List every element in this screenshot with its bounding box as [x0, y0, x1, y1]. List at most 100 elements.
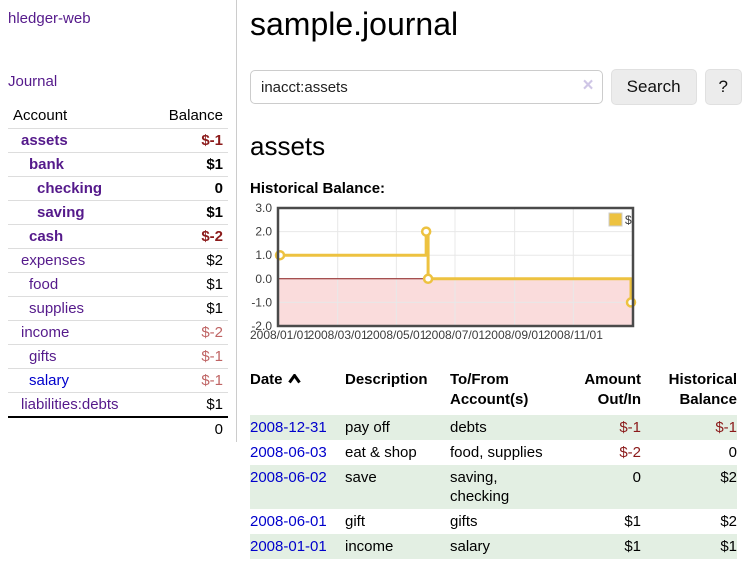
account-balance: $1 [151, 392, 228, 417]
svg-text:1.0: 1.0 [255, 248, 272, 262]
search-form: × Search ? [250, 69, 742, 105]
transaction-date-link[interactable]: 2008-12-31 [250, 419, 327, 436]
account-balance: $-1 [151, 368, 228, 393]
accounts-table: Account Balance assets $-1 bank $1 checking 0… [8, 103, 228, 441]
transaction-accounts: salary [450, 538, 491, 555]
account-link[interactable]: liabilities:debts [21, 396, 119, 413]
accounts-header-balance: Balance [168, 107, 223, 124]
svg-text:0.0: 0.0 [255, 272, 272, 286]
transaction-accounts: gifts [450, 513, 478, 530]
account-link[interactable]: cash [29, 228, 64, 245]
transaction-amount: $-2 [619, 444, 641, 461]
transaction-date-link[interactable]: 2008-01-01 [250, 538, 327, 555]
svg-text:2008/11/01: 2008/11/01 [544, 328, 603, 342]
account-balance: $1 [151, 296, 228, 321]
account-balance: $1 [151, 152, 228, 177]
account-row: liabilities:debts $1 [8, 392, 228, 417]
account-row: income $-2 [8, 320, 228, 345]
account-balance: $-1 [151, 128, 228, 153]
balance-chart: 3.0 2.0 1.0 0.0 -1.0 -2.0 2008/01/01 2008/03/01… [246, 201, 642, 342]
transaction-amount: $1 [624, 538, 641, 555]
register-column-header: Historical Balance [668, 371, 737, 408]
register-row: 2008-06-01 gift gifts $1 $2 [250, 509, 737, 534]
account-row: expenses $2 [8, 248, 228, 273]
transaction-accounts: saving, checking [450, 469, 510, 505]
accounts-total: 0 [151, 416, 228, 441]
accounts-header-account: Account [13, 107, 68, 124]
transaction-description: gift [345, 513, 366, 530]
chart-legend: $ [608, 212, 632, 227]
svg-text:2008/03/01: 2008/03/01 [308, 328, 368, 342]
account-title: assets [250, 131, 326, 161]
account-row: assets $-1 [8, 128, 228, 153]
transaction-accounts: debts [450, 419, 487, 436]
svg-text:2008/01/01: 2008/01/01 [250, 328, 310, 342]
account-row: bank $1 [8, 152, 228, 177]
transaction-balance: $-1 [715, 419, 737, 436]
svg-text:2008/07/01: 2008/07/01 [425, 328, 485, 342]
account-row: food $1 [8, 272, 228, 297]
svg-text:$: $ [625, 213, 632, 227]
account-link[interactable]: gifts [29, 348, 57, 365]
transaction-balance: $2 [720, 513, 737, 530]
app-brand-link[interactable]: hledger-web [8, 10, 91, 27]
account-link[interactable]: saving [37, 204, 85, 221]
account-link[interactable]: assets [21, 132, 68, 149]
transaction-date-link[interactable]: 2008-06-01 [250, 513, 327, 530]
register-row: 2008-01-01 income salary $1 $1 [250, 534, 737, 559]
sidebar-item-journal[interactable]: Journal [8, 73, 58, 90]
account-balance: $1 [151, 272, 228, 297]
transaction-balance: $2 [720, 469, 737, 486]
svg-text:2008/09/01: 2008/09/01 [485, 328, 545, 342]
transaction-description: eat & shop [345, 444, 417, 461]
transaction-balance: $1 [720, 538, 737, 555]
accounts-total-row: 0 [8, 416, 228, 441]
register-row: 2008-06-02 save saving, checking 0 $2 [250, 465, 737, 509]
account-link[interactable]: supplies [29, 300, 85, 317]
account-row: checking 0 [8, 176, 228, 201]
clear-search-icon[interactable]: × [582, 75, 594, 96]
search-input[interactable] [250, 70, 603, 104]
main-content: sample.journal × Search ? assets Histori… [250, 0, 742, 559]
register-column-header[interactable]: Date [250, 368, 345, 415]
register-row: 2008-12-31 pay off debts $-1 $-1 [250, 415, 737, 440]
account-link[interactable]: income [21, 324, 70, 341]
svg-text:-1.0: -1.0 [251, 295, 272, 309]
svg-text:-2.0: -2.0 [251, 319, 272, 333]
register-column-header: Amount Out/In [584, 371, 641, 408]
search-button[interactable]: Search [610, 69, 697, 105]
transaction-description: income [345, 538, 394, 555]
transaction-description: pay off [345, 419, 390, 436]
sidebar: hledger-web Journal Account Balance asse… [0, 0, 237, 442]
account-balance: $-2 [151, 224, 228, 249]
account-link[interactable]: food [29, 276, 59, 293]
account-balance: $-2 [151, 320, 228, 345]
account-link[interactable]: checking [37, 180, 103, 197]
transaction-amount: 0 [632, 469, 641, 486]
account-balance: $1 [151, 200, 228, 225]
account-balance: $-1 [151, 344, 228, 369]
register-column-header: To/From Account(s) [450, 371, 529, 408]
transaction-balance: 0 [728, 444, 737, 461]
svg-text:3.0: 3.0 [255, 201, 272, 215]
account-row: salary $-1 [8, 368, 228, 393]
account-row: saving $1 [8, 200, 228, 225]
account-row: cash $-2 [8, 224, 228, 249]
transaction-date-link[interactable]: 2008-06-02 [250, 469, 327, 486]
transaction-amount: $1 [624, 513, 641, 530]
account-link[interactable]: expenses [21, 252, 86, 269]
svg-text:2008/05/01: 2008/05/01 [366, 328, 426, 342]
register-table: Date Description To/From Account(s) Amount … [250, 368, 737, 559]
account-link[interactable]: salary [29, 372, 70, 389]
transaction-amount: $-1 [619, 419, 641, 436]
transaction-accounts: food, supplies [450, 444, 543, 461]
transaction-date-link[interactable]: 2008-06-03 [250, 444, 327, 461]
help-button[interactable]: ? [704, 69, 742, 105]
register-row: 2008-06-03 eat & shop food, supplies $-2 0 [250, 440, 737, 465]
account-row: supplies $1 [8, 296, 228, 321]
account-balance: $2 [151, 248, 228, 273]
page-title: sample.journal [250, 6, 459, 42]
transaction-description: save [345, 469, 377, 486]
sort-asc-icon [287, 370, 301, 390]
account-link[interactable]: bank [29, 156, 65, 173]
